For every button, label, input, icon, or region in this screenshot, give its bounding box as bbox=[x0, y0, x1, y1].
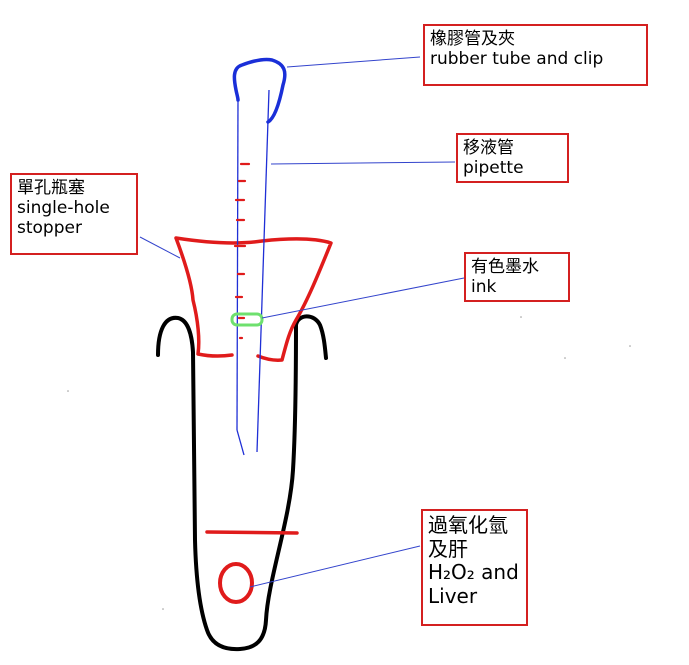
label-h2o2-and-liver: 過氧化氫 及肝 H₂O₂ and Liver bbox=[421, 509, 528, 626]
label-h2o2-zh1: 過氧化氫 bbox=[428, 513, 508, 537]
label-ink: 有色墨水 ink bbox=[464, 252, 570, 302]
label-stopper-en1: single-hole bbox=[17, 198, 110, 219]
label-rubber-tube-en: rubber tube and clip bbox=[430, 49, 604, 70]
liquid-level-line bbox=[205, 530, 299, 535]
pipette bbox=[236, 89, 270, 456]
label-stopper-en2: stopper bbox=[17, 218, 82, 239]
pipette-graduations bbox=[233, 162, 251, 340]
test-tube bbox=[156, 314, 328, 652]
single-hole-stopper bbox=[174, 236, 333, 362]
label-h2o2-en2: Liver bbox=[428, 583, 478, 608]
label-h2o2-zh2: 及肝 bbox=[428, 536, 468, 561]
leader-lines bbox=[139, 56, 465, 588]
label-single-hole-stopper: 單孔瓶塞 single-hole stopper bbox=[10, 173, 138, 255]
label-pipette: 移液管 pipette bbox=[456, 133, 569, 183]
label-pipette-en: pipette bbox=[463, 158, 524, 179]
liver-piece bbox=[218, 562, 254, 604]
label-ink-zh: 有色墨水 bbox=[471, 257, 539, 277]
label-pipette-zh: 移液管 bbox=[463, 138, 514, 158]
rubber-tube-and-clip bbox=[232, 57, 287, 124]
ink-droplet bbox=[230, 312, 264, 327]
background-specks bbox=[67, 316, 631, 610]
label-h2o2-en1: H₂O₂ and bbox=[428, 560, 519, 585]
label-rubber-tube-zh: 橡膠管及夾 bbox=[430, 29, 515, 49]
label-ink-en: ink bbox=[471, 277, 497, 298]
label-stopper-zh: 單孔瓶塞 bbox=[17, 178, 85, 198]
label-rubber-tube-and-clip: 橡膠管及夾 rubber tube and clip bbox=[423, 24, 648, 86]
